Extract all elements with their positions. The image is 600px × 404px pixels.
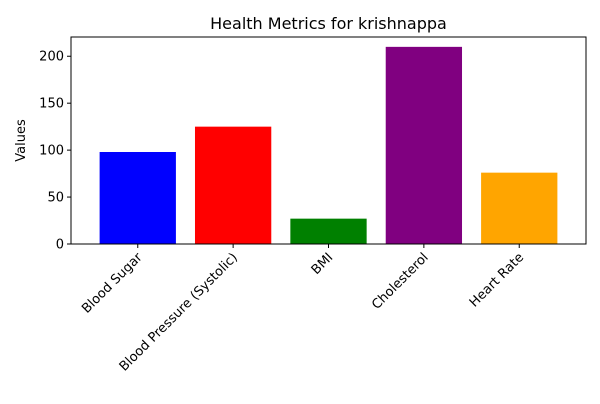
bar-cholesterol (385, 46, 463, 244)
bar-blood-pressure-systolic (194, 126, 272, 244)
y-tick-label: 50 (47, 191, 64, 206)
y-axis-label: Values (14, 119, 29, 162)
bar-blood-sugar (99, 152, 176, 244)
y-tick-label: 150 (39, 97, 64, 112)
chart-title: Health Metrics for krishnappa (210, 14, 447, 33)
y-tick-label: 200 (39, 50, 64, 65)
bar-bmi (290, 218, 367, 244)
bar-heart-rate (481, 172, 558, 244)
y-tick-label: 100 (39, 144, 64, 159)
y-tick-label: 0 (56, 238, 64, 253)
